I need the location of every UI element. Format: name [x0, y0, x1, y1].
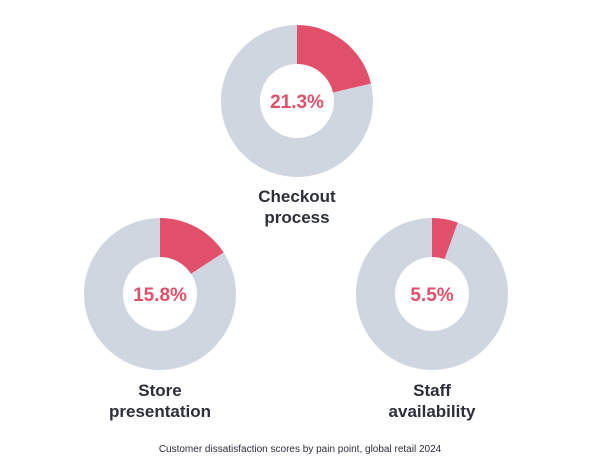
donut-value-label: 21.3%	[270, 92, 324, 113]
donut-remainder-slice	[220, 25, 373, 177]
donut-category-label-line: Staff	[413, 381, 451, 400]
donut-category-label-line: Checkout	[258, 187, 336, 206]
donut-value-label: 5.5%	[410, 285, 453, 306]
donut-category-label-line: availability	[388, 402, 476, 421]
donut-remainder-slice	[84, 218, 236, 371]
donut-value-label: 15.8%	[133, 285, 187, 306]
donut-value-slice	[432, 218, 458, 260]
donut-category-label: Checkout process	[212, 186, 382, 228]
donut-remainder-slice	[355, 218, 509, 370]
donut-value-slice	[160, 218, 224, 274]
donut-category-label: Staff availability	[347, 380, 517, 422]
donut-category-label-line: process	[264, 208, 330, 227]
donut-value-slice	[297, 25, 371, 93]
donut-category-label: Store presentation	[75, 380, 245, 422]
chart-caption: Customer dissatisfaction scores by pain …	[158, 444, 442, 455]
donut-category-label-line: presentation	[108, 402, 212, 421]
donut-category-label-line: Store	[138, 381, 182, 400]
